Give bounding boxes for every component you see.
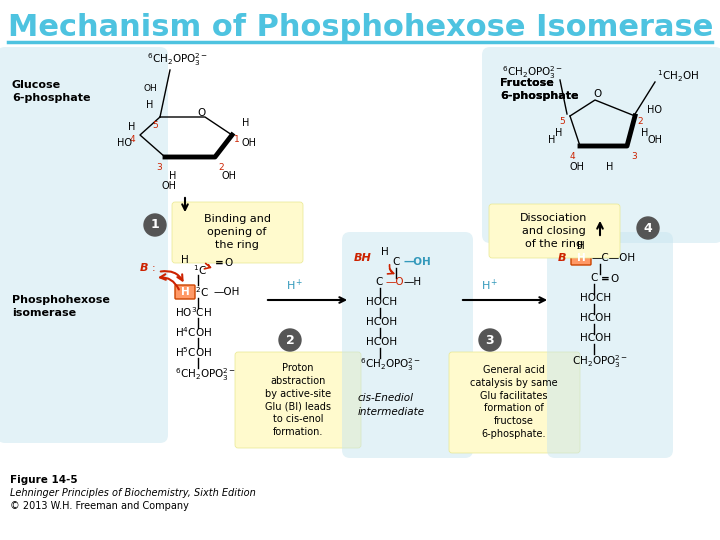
Text: H: H	[181, 287, 189, 297]
Text: HOCH: HOCH	[366, 297, 397, 307]
Text: H: H	[577, 241, 585, 251]
FancyBboxPatch shape	[175, 285, 195, 299]
Text: CH$_2$OPO$_3^{2-}$: CH$_2$OPO$_3^{2-}$	[572, 354, 628, 370]
Text: OH: OH	[242, 138, 257, 148]
Text: intermediate: intermediate	[358, 407, 425, 417]
Text: BH: BH	[354, 253, 372, 263]
Text: OH: OH	[161, 181, 176, 191]
FancyBboxPatch shape	[172, 202, 303, 263]
Text: $\bf{=}$O: $\bf{=}$O	[598, 272, 621, 284]
Text: Binding and
opening of
the ring: Binding and opening of the ring	[204, 214, 271, 250]
Text: O: O	[198, 108, 206, 118]
Circle shape	[144, 214, 166, 236]
Text: OH: OH	[647, 135, 662, 145]
Text: $\bf{=}$O: $\bf{=}$O	[212, 256, 235, 268]
FancyBboxPatch shape	[482, 47, 720, 243]
Text: 4: 4	[644, 221, 652, 234]
Text: $^6$CH$_2$OPO$_3^{2-}$: $^6$CH$_2$OPO$_3^{2-}$	[148, 52, 209, 69]
Text: :: :	[152, 263, 156, 273]
Text: Mechanism of Phosphohexose Isomerase: Mechanism of Phosphohexose Isomerase	[8, 14, 714, 43]
Text: H$^+$: H$^+$	[287, 278, 304, 293]
Text: 4: 4	[570, 152, 575, 161]
Text: 2: 2	[637, 118, 643, 126]
Text: 3: 3	[631, 152, 636, 161]
Text: Figure 14-5: Figure 14-5	[10, 475, 78, 485]
Text: HCOH: HCOH	[580, 333, 611, 343]
Circle shape	[637, 217, 659, 239]
Text: 1: 1	[234, 136, 240, 145]
Text: H: H	[242, 118, 249, 128]
Text: © 2013 W.H. Freeman and Company: © 2013 W.H. Freeman and Company	[10, 501, 189, 511]
Text: H: H	[127, 122, 135, 132]
FancyBboxPatch shape	[449, 352, 580, 453]
Text: H: H	[146, 100, 153, 110]
Text: Dissociation
and closing
of the ring: Dissociation and closing of the ring	[521, 213, 588, 249]
Text: H: H	[641, 128, 649, 138]
Text: $^1$CH$_2$OH: $^1$CH$_2$OH	[657, 68, 699, 84]
Text: HCOH: HCOH	[366, 317, 397, 327]
Text: H: H	[606, 162, 613, 172]
Text: $^6$CH$_2$OPO$_3^{2-}$: $^6$CH$_2$OPO$_3^{2-}$	[360, 356, 421, 373]
Circle shape	[279, 329, 301, 351]
Text: B: B	[140, 263, 148, 273]
Text: H: H	[577, 253, 585, 263]
Text: Fructose
6-phosphate: Fructose 6-phosphate	[500, 78, 578, 101]
Text: —H: —H	[404, 277, 422, 287]
Text: HO$^3$CH: HO$^3$CH	[175, 305, 212, 319]
Text: O: O	[593, 89, 601, 99]
FancyBboxPatch shape	[571, 251, 591, 265]
Text: H: H	[548, 135, 555, 145]
Text: H$^+$: H$^+$	[481, 278, 499, 293]
Text: OH: OH	[570, 162, 585, 172]
Text: HO: HO	[647, 105, 662, 115]
Text: —OH: —OH	[213, 287, 239, 297]
Text: $^2$C: $^2$C	[195, 285, 209, 299]
Text: HCOH: HCOH	[366, 337, 397, 347]
Circle shape	[479, 329, 501, 351]
Text: Glucose
6-phosphate: Glucose 6-phosphate	[12, 80, 91, 103]
Text: H: H	[381, 247, 389, 257]
Text: HO: HO	[117, 138, 132, 148]
Text: 5: 5	[152, 120, 158, 130]
Text: C: C	[590, 273, 598, 283]
Text: C: C	[392, 257, 400, 267]
Text: $^6$CH$_2$OPO$_3^{2-}$: $^6$CH$_2$OPO$_3^{2-}$	[175, 367, 236, 383]
FancyBboxPatch shape	[235, 352, 361, 448]
Text: 2: 2	[286, 334, 294, 347]
Text: 1: 1	[150, 219, 159, 232]
FancyBboxPatch shape	[342, 232, 473, 458]
Text: —C—OH: —C—OH	[592, 253, 636, 263]
Text: HOCH: HOCH	[580, 293, 611, 303]
Text: OH: OH	[143, 84, 157, 93]
Text: —O: —O	[385, 277, 404, 287]
Text: HCOH: HCOH	[580, 313, 611, 323]
Text: Phosphohexose
isomerase: Phosphohexose isomerase	[12, 295, 110, 318]
Text: :: :	[562, 253, 566, 263]
Text: cis-Enediol: cis-Enediol	[358, 393, 414, 403]
Text: 4: 4	[130, 136, 135, 145]
Text: 3: 3	[156, 163, 162, 172]
Text: H$^5$COH: H$^5$COH	[175, 345, 212, 359]
Text: 3: 3	[486, 334, 495, 347]
Text: $^6$CH$_2$OPO$_3^{2-}$: $^6$CH$_2$OPO$_3^{2-}$	[503, 65, 564, 82]
Text: General acid
catalysis by same
Glu facilitates
formation of
fructose
6-phosphate: General acid catalysis by same Glu facil…	[470, 365, 558, 439]
Text: H: H	[554, 128, 562, 138]
Text: OH: OH	[222, 171, 237, 181]
Text: C: C	[375, 277, 382, 287]
Text: 5: 5	[559, 118, 565, 126]
Text: H: H	[181, 255, 189, 265]
Text: Proton
abstraction
by active-site
Glu (BΙ) leads
to cis-enol
formation.: Proton abstraction by active-site Glu (B…	[265, 363, 331, 437]
Text: H$^4$COH: H$^4$COH	[175, 325, 212, 339]
Text: 2: 2	[218, 163, 224, 172]
FancyBboxPatch shape	[0, 47, 168, 443]
Text: $^1$C: $^1$C	[193, 263, 207, 277]
FancyBboxPatch shape	[489, 204, 620, 258]
Text: Lehninger Principles of Biochemistry, Sixth Edition: Lehninger Principles of Biochemistry, Si…	[10, 488, 256, 498]
FancyBboxPatch shape	[547, 232, 673, 458]
Text: H: H	[168, 171, 176, 181]
Text: —OH: —OH	[403, 257, 431, 267]
Text: B: B	[558, 253, 567, 263]
Text: Fructose
6-phosphate: Fructose 6-phosphate	[500, 78, 578, 101]
